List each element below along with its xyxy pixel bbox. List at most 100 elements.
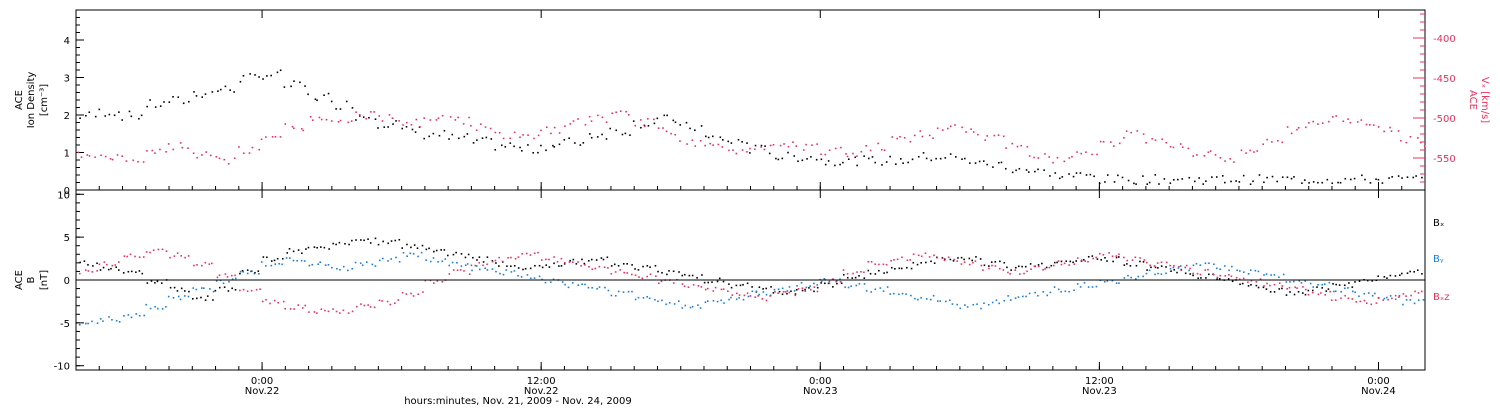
top-series-0-point (1252, 180, 1254, 183)
bottom-series-1-point (637, 296, 640, 299)
bottom-series-1-point (195, 288, 198, 291)
bottom-series-1-point (1358, 295, 1360, 298)
bottom-series-0-point (127, 270, 130, 273)
bottom-series-1-point (1374, 292, 1376, 295)
top-series-1-point (1179, 143, 1182, 145)
bottom-series-2-point (308, 311, 310, 313)
bottom-series-2-point (284, 307, 287, 310)
x-tick-date-0: Nov.22 (245, 386, 280, 397)
bottom-series-0-point (1250, 283, 1252, 286)
top-series-1-point (284, 123, 287, 125)
bottom-series-0-point (801, 289, 804, 292)
top-series-1-point (218, 157, 221, 160)
bottom-series-1-point (429, 260, 432, 263)
bottom-series-2-point (757, 295, 759, 297)
top-series-1-point (694, 145, 697, 147)
bottom-series-1-point (648, 297, 651, 300)
bottom-series-0-point (486, 256, 489, 258)
top-series-1-point (279, 136, 282, 138)
bottom-series-0-point (1241, 282, 1244, 285)
top-series-1-point (1026, 145, 1029, 148)
bottom-series-0-point (276, 257, 279, 260)
bottom-series-1-point (800, 281, 803, 284)
bottom-series-2-point (265, 298, 267, 301)
top-series-1-point (1256, 150, 1259, 152)
bottom-series-2-point (804, 290, 807, 293)
top-series-0-point (154, 106, 157, 108)
bottom-series-0-point (1332, 283, 1334, 285)
bottom-series-0-point (1327, 288, 1330, 290)
bottom-series-1-point (451, 261, 454, 264)
bottom-series-0-point (795, 288, 798, 291)
bottom-series-1-point (793, 290, 796, 292)
legend-bx: Bₓ (1433, 218, 1444, 229)
bottom-series-1-point (361, 264, 364, 267)
top-series-1-point (909, 140, 912, 143)
bottom-series-1-point (945, 300, 947, 303)
bottom-series-0-point (110, 267, 112, 270)
bottom-series-0-point (1157, 267, 1159, 269)
top-series-0-point (1089, 173, 1092, 176)
bottom-series-2-point (994, 265, 997, 267)
bottom-series-2-point (1037, 265, 1040, 268)
bottom-series-1-point (889, 293, 891, 295)
top-series-1-point (1016, 145, 1019, 148)
top-series-1-point (880, 148, 883, 151)
top-series-1-point (1397, 130, 1400, 132)
top-series-0-point (961, 158, 963, 160)
bottom-series-0-point (894, 268, 896, 270)
bottom-series-1-point (577, 284, 580, 286)
top-series-0-point (405, 125, 408, 128)
bottom-series-1-point (657, 300, 659, 303)
bottom-series-0-point (509, 265, 512, 268)
top-series-1-point (869, 149, 872, 152)
top-series-0-point (781, 157, 784, 160)
top-series-0-point (249, 73, 251, 75)
bottom-series-2-point (494, 259, 497, 262)
bottom-series-1-point (773, 288, 776, 291)
bottom-series-1-point (135, 313, 137, 315)
bottom-series-0-point (581, 258, 583, 261)
bottom-series-1-point (1363, 292, 1366, 295)
top-series-0-point (537, 151, 539, 154)
bottom-series-0-point (1413, 271, 1415, 273)
top-series-1-point (1389, 126, 1391, 129)
top-series-0-point (1059, 177, 1061, 180)
bottom-series-0-point (558, 265, 560, 267)
bottom-series-2-point (478, 261, 481, 264)
bottom-series-1-point (1340, 290, 1342, 293)
bottom-series-0-point (156, 280, 159, 283)
bottom-series-1-point (143, 314, 146, 317)
bottom-series-1-point (456, 261, 458, 264)
top-series-1-point (936, 127, 939, 130)
bottom-series-0-point (1399, 274, 1401, 277)
bottom-series-2-point (1394, 294, 1397, 297)
bottom-series-1-point (1254, 269, 1257, 272)
bottom-series-2-point (1169, 264, 1171, 267)
bottom-series-2-point (87, 270, 90, 272)
bottom-series-0-point (96, 262, 98, 265)
top-series-0-point (448, 138, 450, 140)
bottom-series-1-point (246, 272, 249, 275)
top-series-1-point (1332, 116, 1334, 118)
bottom-series-2-point (1160, 261, 1163, 264)
bottom-series-1-point (1213, 263, 1215, 266)
bottom-series-1-point (925, 298, 928, 300)
bottom-series-2-point (588, 265, 590, 268)
bottom-series-0-point (1343, 284, 1346, 287)
bottom-series-0-point (351, 239, 353, 242)
top-series-1-point (167, 143, 170, 145)
top-ylabel-line1: ACE (14, 90, 25, 110)
bottom-series-1-point (526, 274, 529, 276)
bottom-series-1-point (417, 255, 419, 258)
bottom-series-2-point (1123, 256, 1125, 259)
top-series-1-point (735, 152, 738, 155)
top-series-0-point (1004, 167, 1007, 170)
bottom-series-1-point (91, 320, 93, 323)
bottom-series-1-point (1106, 280, 1109, 282)
bottom-series-2-point (1048, 266, 1051, 269)
bottom-series-1-point (265, 265, 267, 267)
bottom-series-1-point (1386, 296, 1388, 299)
bottom-series-1-point (78, 323, 81, 326)
bottom-series-0-point (1072, 261, 1074, 264)
